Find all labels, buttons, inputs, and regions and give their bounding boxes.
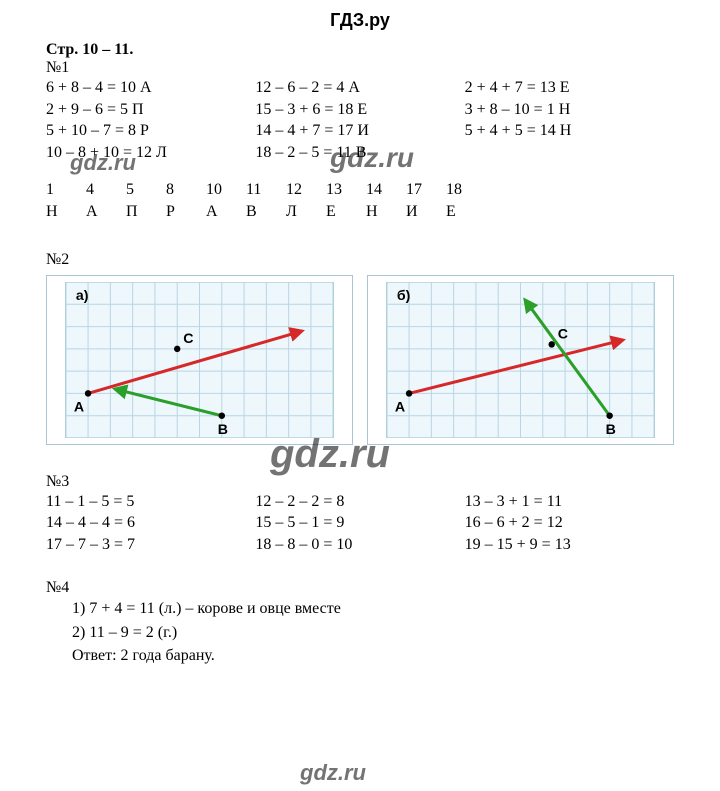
cell: П bbox=[126, 201, 166, 223]
cell: 14 bbox=[366, 179, 406, 201]
eq: 17 – 7 – 3 = 7 bbox=[46, 534, 255, 556]
problem-4: №4 1) 7 + 4 = 11 (л.) – корове и овце вм… bbox=[46, 579, 674, 667]
cell: 4 bbox=[86, 179, 126, 201]
cell: А bbox=[206, 201, 246, 223]
eq: 12 – 2 – 2 = 8 bbox=[255, 491, 464, 513]
line: 2) 11 – 9 = 2 (г.) bbox=[72, 621, 674, 644]
cell: 10 bbox=[206, 179, 246, 201]
eq: 10 – 8 + 10 = 12 Л bbox=[46, 142, 255, 164]
problem-2-title: №2 bbox=[46, 251, 674, 269]
eq: 6 + 8 – 4 = 10 А bbox=[46, 77, 255, 99]
svg-text:A: A bbox=[395, 399, 405, 415]
svg-text:C: C bbox=[183, 330, 193, 346]
eq: 18 – 8 – 0 = 10 bbox=[255, 534, 464, 556]
cell: И bbox=[406, 201, 446, 223]
diagram-a: A B Cа) bbox=[46, 275, 353, 445]
diagram-b: A B Cб) bbox=[367, 275, 674, 445]
cell: В bbox=[246, 201, 286, 223]
cell: 17 bbox=[406, 179, 446, 201]
cell: Н bbox=[366, 201, 406, 223]
eq: 12 – 6 – 2 = 4 А bbox=[255, 77, 464, 99]
eq: 3 + 8 – 10 = 1 Н bbox=[465, 99, 674, 121]
line: Ответ: 2 года барану. bbox=[72, 644, 674, 667]
eq: 5 + 4 + 5 = 14 Н bbox=[465, 120, 674, 142]
cell: Р bbox=[166, 201, 206, 223]
svg-text:C: C bbox=[558, 326, 568, 342]
cell: 8 bbox=[166, 179, 206, 201]
problem-4-title: №4 bbox=[46, 579, 674, 597]
svg-text:б): б) bbox=[397, 288, 411, 304]
cell: Н bbox=[46, 201, 86, 223]
eq: 13 – 3 + 1 = 11 bbox=[465, 491, 674, 513]
eq: 19 – 15 + 9 = 13 bbox=[465, 534, 674, 556]
eq: 15 – 5 – 1 = 9 bbox=[255, 512, 464, 534]
cell: 5 bbox=[126, 179, 166, 201]
cell: Е bbox=[326, 201, 366, 223]
diagram-b-svg: A B Cб) bbox=[374, 282, 667, 438]
eq: 18 – 2 – 5 = 11 В bbox=[255, 142, 464, 164]
problem-3: №3 11 – 1 – 5 = 5 14 – 4 – 4 = 6 17 – 7 … bbox=[46, 473, 674, 556]
cell: Е bbox=[446, 201, 486, 223]
problem-1-num: №1 bbox=[46, 59, 674, 77]
eq: 14 – 4 + 7 = 17 И bbox=[255, 120, 464, 142]
cell: 13 bbox=[326, 179, 366, 201]
eq: 5 + 10 – 7 = 8 Р bbox=[46, 120, 255, 142]
svg-text:а): а) bbox=[76, 288, 89, 304]
cell: 11 bbox=[246, 179, 286, 201]
eq: 16 – 6 + 2 = 12 bbox=[465, 512, 674, 534]
eq: 14 – 4 – 4 = 6 bbox=[46, 512, 255, 534]
diagram-a-svg: A B Cа) bbox=[53, 282, 346, 438]
problem-1-equations: 6 + 8 – 4 = 10 А 2 + 9 – 6 = 5 П 5 + 10 … bbox=[46, 77, 674, 163]
svg-text:B: B bbox=[218, 422, 228, 438]
eq: 11 – 1 – 5 = 5 bbox=[46, 491, 255, 513]
problem-2: №2 A B Cа) A B Cб) bbox=[46, 251, 674, 445]
site-header: ГДЗ.ру bbox=[46, 10, 674, 31]
problem-3-title: №3 bbox=[46, 473, 674, 491]
problem-1-letter-table: 1Н 4А 5П 8Р 10А 11В 12Л 13Е 14Н 17И 18Е bbox=[46, 179, 674, 222]
line: 1) 7 + 4 = 11 (л.) – корове и овце вмест… bbox=[72, 597, 674, 620]
cell: 1 bbox=[46, 179, 86, 201]
cell: 18 bbox=[446, 179, 486, 201]
cell: Л bbox=[286, 201, 326, 223]
eq: 2 + 4 + 7 = 13 Е bbox=[465, 77, 674, 99]
eq: 2 + 9 – 6 = 5 П bbox=[46, 99, 255, 121]
cell: А bbox=[86, 201, 126, 223]
eq: 15 – 3 + 6 = 18 Е bbox=[255, 99, 464, 121]
cell: 12 bbox=[286, 179, 326, 201]
watermark: gdz.ru bbox=[300, 760, 366, 786]
problem-1-title: Стр. 10 – 11. bbox=[46, 41, 674, 59]
svg-text:B: B bbox=[606, 422, 616, 438]
svg-text:A: A bbox=[74, 399, 84, 415]
problem-1: Стр. 10 – 11. №1 6 + 8 – 4 = 10 А 2 + 9 … bbox=[46, 41, 674, 223]
